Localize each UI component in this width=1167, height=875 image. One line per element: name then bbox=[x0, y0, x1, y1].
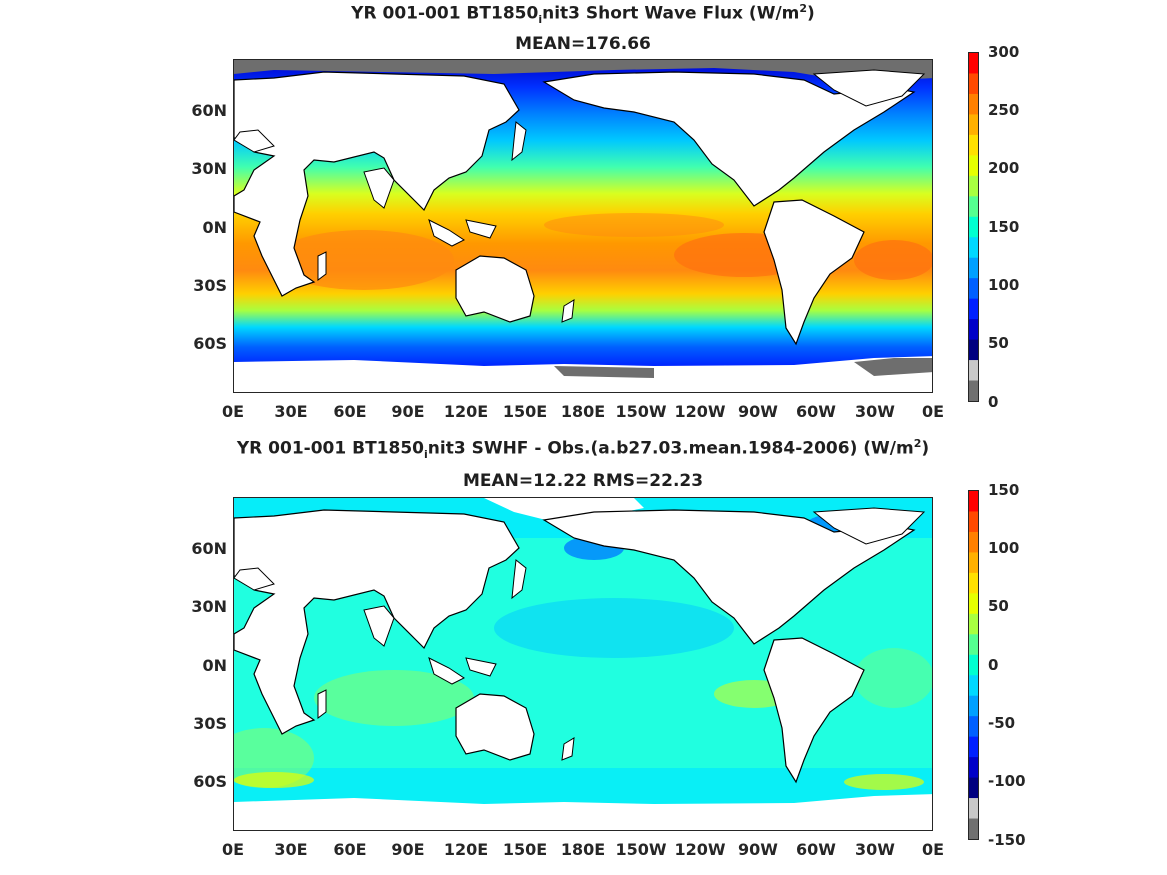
panel1-xlabel-90w: 90W bbox=[738, 402, 778, 421]
panel1-colorbar bbox=[968, 52, 979, 402]
panel2-xlabel-90e: 90E bbox=[391, 840, 425, 859]
colorbar-swatch bbox=[969, 339, 978, 361]
panel1-cblabel-3: 150 bbox=[988, 218, 1020, 236]
colorbar-swatch bbox=[969, 736, 978, 758]
panel1-colorbar-fill bbox=[969, 53, 978, 402]
panel2-ylabel-0n: 0N bbox=[202, 656, 227, 675]
colorbar-swatch bbox=[969, 613, 978, 635]
panel2-xlabel-0e: 0E bbox=[221, 840, 245, 859]
colorbar-swatch bbox=[969, 53, 978, 74]
panel2-map bbox=[233, 497, 933, 831]
colorbar-swatch bbox=[969, 818, 978, 840]
colorbar-swatch bbox=[969, 114, 978, 136]
colorbar-swatch bbox=[969, 319, 978, 341]
panel2-xlabel-60e: 60E bbox=[333, 840, 367, 859]
panel1-cblabel-5: 50 bbox=[988, 334, 1009, 352]
panel1-cblabel-6: 0 bbox=[988, 393, 999, 411]
panel1-xlabel-150w: 150W bbox=[615, 402, 667, 421]
panel1-map bbox=[233, 59, 933, 393]
colorbar-swatch bbox=[969, 196, 978, 218]
colorbar-swatch bbox=[969, 298, 978, 320]
colorbar-swatch bbox=[969, 93, 978, 115]
colorbar-swatch bbox=[969, 695, 978, 717]
panel1-xlabel-30e: 30E bbox=[274, 402, 308, 421]
panel1-cblabel-1: 250 bbox=[988, 101, 1020, 119]
panel1-cblabel-4: 100 bbox=[988, 276, 1020, 294]
panel2-xlabel-0e-end: 0E bbox=[921, 840, 945, 859]
colorbar-swatch bbox=[969, 216, 978, 238]
colorbar-swatch bbox=[969, 675, 978, 697]
panel2-xlabel-120w: 120W bbox=[674, 840, 726, 859]
panel1-xlabel-120e: 120E bbox=[443, 402, 489, 421]
colorbar-swatch bbox=[969, 757, 978, 779]
panel2-xlabel-150e: 150E bbox=[502, 840, 548, 859]
panel2-subtitle: MEAN=12.22 RMS=22.23 bbox=[462, 471, 704, 491]
panel2-cblabel-2: 50 bbox=[988, 597, 1009, 615]
colorbar-swatch bbox=[969, 593, 978, 615]
panel1-ylabel-30n: 30N bbox=[191, 159, 227, 178]
colorbar-swatch bbox=[969, 155, 978, 177]
panel2-xlabel-30w: 30W bbox=[855, 840, 895, 859]
panel1-xlabel-60e: 60E bbox=[333, 402, 367, 421]
colorbar-swatch bbox=[969, 380, 978, 402]
panel2-cblabel-6: -150 bbox=[988, 831, 1026, 849]
panel2-ylabel-30s: 30S bbox=[193, 714, 227, 733]
panel1-subtitle: MEAN=176.66 bbox=[515, 34, 651, 54]
colorbar-swatch bbox=[969, 134, 978, 156]
panel2-cblabel-4: -50 bbox=[988, 714, 1016, 732]
colorbar-swatch bbox=[969, 73, 978, 95]
colorbar-swatch bbox=[969, 175, 978, 197]
colorbar-swatch bbox=[969, 777, 978, 799]
panel1-cblabel-0: 300 bbox=[988, 43, 1020, 61]
panel2-ylabel-60s: 60S bbox=[193, 772, 227, 791]
panel1-cblabel-2: 200 bbox=[988, 159, 1020, 177]
panel2-colorbar bbox=[968, 490, 979, 840]
colorbar-swatch bbox=[969, 257, 978, 279]
colorbar-swatch bbox=[969, 511, 978, 533]
colorbar-swatch bbox=[969, 278, 978, 300]
panel2-cblabel-3: 0 bbox=[988, 656, 999, 674]
panel2-cblabel-0: 150 bbox=[988, 481, 1020, 499]
colorbar-swatch bbox=[969, 634, 978, 656]
panel2-xlabel-60w: 60W bbox=[796, 840, 836, 859]
panel1-xlabel-180e: 180E bbox=[560, 402, 606, 421]
panel1-xlabel-150e: 150E bbox=[502, 402, 548, 421]
panel1-xlabel-60w: 60W bbox=[796, 402, 836, 421]
colorbar-swatch bbox=[969, 491, 978, 512]
panel2-cblabel-1: 100 bbox=[988, 539, 1020, 557]
panel1-ylabel-0n: 0N bbox=[202, 218, 227, 237]
panel1-xlabel-0e-end: 0E bbox=[921, 402, 945, 421]
colorbar-swatch bbox=[969, 360, 978, 382]
panel2-xlabel-180e: 180E bbox=[560, 840, 606, 859]
panel2-colorbar-fill bbox=[969, 491, 978, 840]
panel2-title: YR 001-001 BT1850init3 SWHF - Obs.(a.b27… bbox=[236, 437, 930, 462]
panel2-xlabel-120e: 120E bbox=[443, 840, 489, 859]
panel2-xlabel-90w: 90W bbox=[738, 840, 778, 859]
panel1-xlabel-0e: 0E bbox=[221, 402, 245, 421]
panel2-xlabel-30e: 30E bbox=[274, 840, 308, 859]
colorbar-swatch bbox=[969, 237, 978, 259]
panel1-title: YR 001-001 BT1850init3 Short Wave Flux (… bbox=[351, 2, 815, 27]
panel1-xlabel-90e: 90E bbox=[391, 402, 425, 421]
panel1-ylabel-30s: 30S bbox=[193, 276, 227, 295]
colorbar-swatch bbox=[969, 572, 978, 594]
panel2-xlabel-150w: 150W bbox=[615, 840, 667, 859]
colorbar-swatch bbox=[969, 654, 978, 676]
colorbar-swatch bbox=[969, 552, 978, 574]
panel2-cblabel-5: -100 bbox=[988, 772, 1026, 790]
panel2-ylabel-30n: 30N bbox=[191, 597, 227, 616]
panel1-ylabel-60s: 60S bbox=[193, 334, 227, 353]
colorbar-swatch bbox=[969, 798, 978, 820]
panel1-xlabel-120w: 120W bbox=[674, 402, 726, 421]
panel1-ylabel-60n: 60N bbox=[191, 101, 227, 120]
colorbar-swatch bbox=[969, 716, 978, 738]
panel2-ylabel-60n: 60N bbox=[191, 539, 227, 558]
colorbar-swatch bbox=[969, 531, 978, 553]
panel1-xlabel-30w: 30W bbox=[855, 402, 895, 421]
